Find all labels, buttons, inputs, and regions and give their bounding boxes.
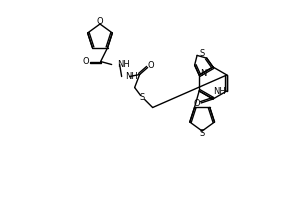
Text: S: S	[139, 93, 144, 102]
Text: O: O	[147, 61, 154, 70]
Text: O: O	[82, 57, 89, 66]
Text: O: O	[97, 17, 103, 26]
Text: NH: NH	[214, 86, 226, 96]
Text: S: S	[200, 130, 205, 138]
Text: N: N	[200, 68, 206, 77]
Text: O: O	[194, 99, 200, 108]
Text: NH: NH	[117, 60, 129, 69]
Text: NH: NH	[124, 72, 137, 81]
Text: S: S	[200, 49, 205, 58]
